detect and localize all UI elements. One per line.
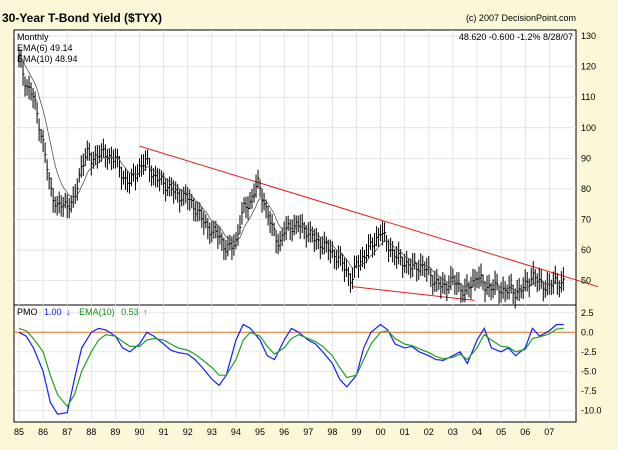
price-y-tick-label-90: 90 xyxy=(581,153,591,163)
pmo-y-tick-label-1: 0.0 xyxy=(581,327,594,337)
x-tick-label-85: 85 xyxy=(14,427,24,437)
x-tick-label-86: 86 xyxy=(38,427,48,437)
ema-legend-value: 0.53 xyxy=(121,307,139,317)
price-panel xyxy=(13,29,577,306)
x-tick-label-06: 06 xyxy=(520,427,530,437)
price-bars xyxy=(18,48,565,309)
price-y-tick-label-70: 70 xyxy=(581,214,591,224)
trendline-layer xyxy=(139,145,599,301)
pmo-panel xyxy=(13,304,577,423)
pmo-y-tick-label-5: -10.0 xyxy=(581,405,602,415)
x-tick-label-05: 05 xyxy=(496,427,506,437)
x-tick-label-87: 87 xyxy=(62,427,72,437)
pmo-y-tick-label-3: -5.0 xyxy=(581,366,597,376)
x-tick-label-01: 01 xyxy=(400,427,410,437)
x-tick-label-07: 07 xyxy=(544,427,554,437)
x-tick-label-97: 97 xyxy=(303,427,313,437)
price-y-tick-label-110: 110 xyxy=(581,92,595,102)
pmo-ema-line xyxy=(18,327,564,408)
ema-up-arrow-icon: ↑ xyxy=(143,307,148,317)
price-y-tick-label-120: 120 xyxy=(581,62,596,72)
period-label: Monthly xyxy=(17,32,49,42)
price-y-tick-label-60: 60 xyxy=(581,245,591,255)
copyright-text: (c) 2007 DecisionPoint.com xyxy=(466,13,576,23)
x-tick-label-88: 88 xyxy=(86,427,96,437)
data-layer xyxy=(18,48,565,415)
x-tick-label-93: 93 xyxy=(207,427,217,437)
pmo-y-tick-label-4: -7.5 xyxy=(581,386,597,396)
x-tick-label-98: 98 xyxy=(327,427,337,437)
pmo-legend-value: 1.00 xyxy=(44,307,62,317)
x-tick-label-94: 94 xyxy=(231,427,241,437)
price-y-tick-label-80: 80 xyxy=(581,184,591,194)
pmo-y-tick-label-0: 2.5 xyxy=(581,308,594,318)
pmo-down-arrow-icon: ↓ xyxy=(66,307,71,317)
x-tick-label-03: 03 xyxy=(448,427,458,437)
pmo-y-tick-label-2: -2.5 xyxy=(581,347,597,357)
x-tick-label-95: 95 xyxy=(255,427,265,437)
x-tick-label-91: 91 xyxy=(159,427,169,437)
grid-layer xyxy=(14,30,576,422)
pmo-legend-label: PMO xyxy=(17,307,38,317)
tick-layer: 85 86 87 88 89 90 91 92 93 94 95 96 97 98 99 00 01 02 03 04… xyxy=(14,31,602,437)
pmo-legend: PMO 1.00 ↓ EMA(10) 0.53 ↑ xyxy=(17,307,148,317)
x-tick-label-96: 96 xyxy=(279,427,289,437)
x-tick-label-89: 89 xyxy=(110,427,120,437)
price-y-tick-label-130: 130 xyxy=(581,31,596,41)
pmo-line xyxy=(18,323,564,415)
quote-readout: 48.620 -0.600 -1.2% 8/28/07 xyxy=(459,32,573,42)
price-ema-line xyxy=(18,56,564,292)
legend-ema10: EMA(10) 48.94 xyxy=(17,54,78,64)
x-tick-label-90: 90 xyxy=(135,427,145,437)
x-tick-label-92: 92 xyxy=(183,427,193,437)
x-tick-label-99: 99 xyxy=(351,427,361,437)
x-tick-label-02: 02 xyxy=(424,427,434,437)
upper-trendline xyxy=(139,145,599,288)
ema-legend-label: EMA(10) xyxy=(79,307,115,317)
x-tick-label-04: 04 xyxy=(472,427,482,437)
chart-title: 30-Year T-Bond Yield ($TYX) xyxy=(2,11,162,25)
legend-ema6: EMA(6) 49.14 xyxy=(17,43,73,53)
price-y-tick-label-50: 50 xyxy=(581,276,591,286)
x-tick-label-00: 00 xyxy=(376,427,386,437)
price-y-tick-label-100: 100 xyxy=(581,123,596,133)
lower-trendline xyxy=(352,286,475,301)
